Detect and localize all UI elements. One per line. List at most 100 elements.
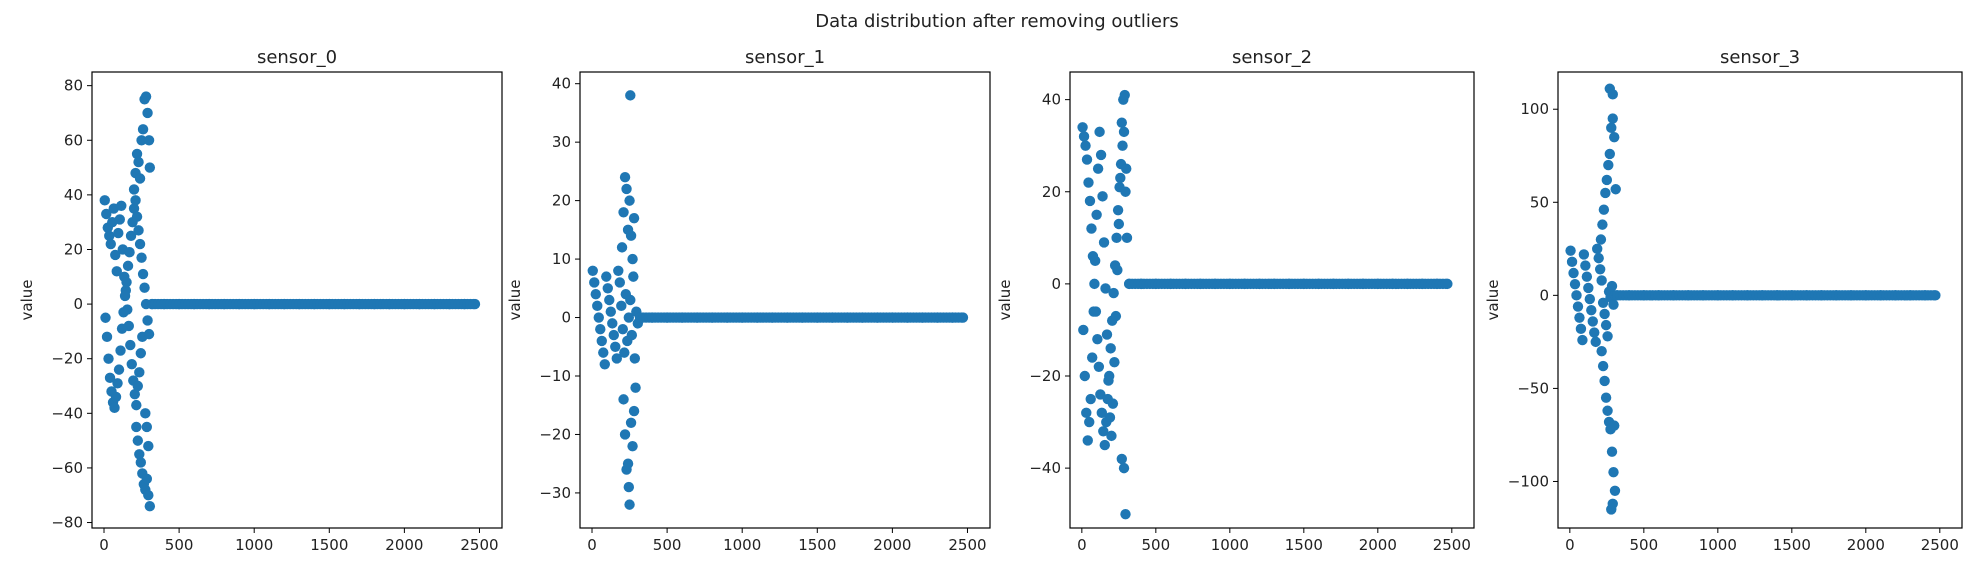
data-point	[1592, 243, 1603, 255]
data-point	[1089, 255, 1101, 267]
data-point	[133, 225, 144, 236]
data-point	[1595, 234, 1607, 245]
data-point	[139, 282, 150, 293]
data-point	[134, 449, 145, 460]
data-point	[614, 277, 625, 288]
data-point	[104, 372, 116, 384]
data-point	[131, 399, 142, 411]
y-tick-label: 0	[561, 309, 571, 327]
y-tick-label: −20	[1029, 367, 1061, 385]
data-point	[613, 265, 624, 276]
data-point	[1113, 218, 1125, 230]
data-point	[1568, 267, 1579, 279]
data-point	[596, 335, 607, 347]
data-point	[1606, 122, 1617, 134]
data-point	[1590, 336, 1601, 348]
data-point	[1084, 416, 1095, 428]
data-point	[103, 353, 114, 364]
x-tick-label: 500	[653, 536, 682, 554]
data-point	[619, 429, 631, 440]
data-point	[1584, 293, 1596, 305]
y-axis-label: value	[1484, 280, 1502, 321]
data-point	[1081, 154, 1093, 165]
data-point	[1602, 405, 1613, 416]
y-tick-label: −30	[539, 484, 571, 502]
data-point	[134, 367, 145, 378]
y-tick-label: −40	[1029, 459, 1061, 477]
data-point	[622, 458, 634, 469]
data-point	[1095, 389, 1106, 400]
data-point	[1092, 163, 1104, 174]
data-point	[1079, 370, 1090, 382]
data-point	[1097, 191, 1108, 202]
x-tick-label: 1500	[1285, 536, 1323, 554]
data-point	[118, 307, 129, 318]
data-point	[1108, 287, 1119, 299]
data-point	[587, 265, 598, 276]
data-point	[144, 500, 156, 512]
data-point	[1596, 345, 1607, 357]
data-point	[618, 207, 629, 218]
data-point	[1440, 278, 1452, 290]
data-point	[1110, 310, 1122, 322]
data-point	[124, 247, 135, 258]
data-point	[1093, 361, 1105, 372]
axes-frame	[1557, 71, 1963, 529]
data-point	[131, 211, 143, 222]
data-point	[1572, 301, 1584, 312]
data-point	[607, 318, 618, 329]
data-point	[1082, 435, 1093, 446]
data-point	[104, 230, 115, 242]
data-point	[625, 90, 636, 101]
data-point	[1095, 149, 1107, 161]
y-tick-label: −20	[539, 425, 571, 443]
data-point	[131, 148, 143, 160]
data-point	[143, 328, 155, 340]
data-point	[616, 242, 628, 253]
data-point	[1099, 439, 1110, 451]
data-point	[143, 135, 155, 146]
y-tick-label: −50	[1517, 379, 1549, 397]
x-tick-label: 1000	[235, 536, 273, 554]
data-point	[1081, 407, 1092, 419]
data-point	[1092, 333, 1103, 345]
data-point	[1597, 297, 1609, 308]
y-tick-label: 60	[64, 131, 83, 149]
data-point	[1118, 126, 1130, 138]
data-point	[1094, 126, 1105, 138]
data-point	[1103, 375, 1114, 386]
data-point	[1086, 223, 1097, 234]
data-point	[1083, 177, 1094, 188]
data-point	[134, 238, 146, 250]
data-point	[1609, 131, 1620, 143]
x-tick-label: 2500	[948, 536, 986, 554]
data-point	[1604, 148, 1615, 160]
data-point	[619, 347, 630, 358]
y-tick-label: 20	[1042, 183, 1061, 201]
data-point	[125, 230, 137, 242]
data-point	[142, 107, 153, 119]
x-tick-label: 0	[587, 536, 597, 554]
data-point	[1600, 392, 1612, 403]
data-point	[1607, 113, 1618, 124]
axes-frame	[1069, 71, 1475, 529]
data-point	[1120, 186, 1131, 197]
x-tick-label: 500	[1630, 536, 1659, 554]
data-point	[605, 306, 616, 317]
data-point	[1105, 343, 1116, 354]
data-point	[105, 238, 116, 250]
data-point	[1116, 117, 1127, 128]
data-point	[1098, 237, 1110, 248]
x-tick-label: 2500	[1921, 536, 1959, 554]
data-point	[137, 268, 149, 280]
data-point	[134, 173, 146, 184]
axes-frame	[579, 71, 991, 529]
data-point	[1594, 264, 1606, 275]
subplot-title: sensor_1	[745, 47, 825, 68]
data-point	[621, 183, 632, 195]
subplot-title: sensor_3	[1720, 47, 1800, 68]
data-point	[109, 402, 120, 414]
y-axis-label: value	[18, 280, 36, 321]
